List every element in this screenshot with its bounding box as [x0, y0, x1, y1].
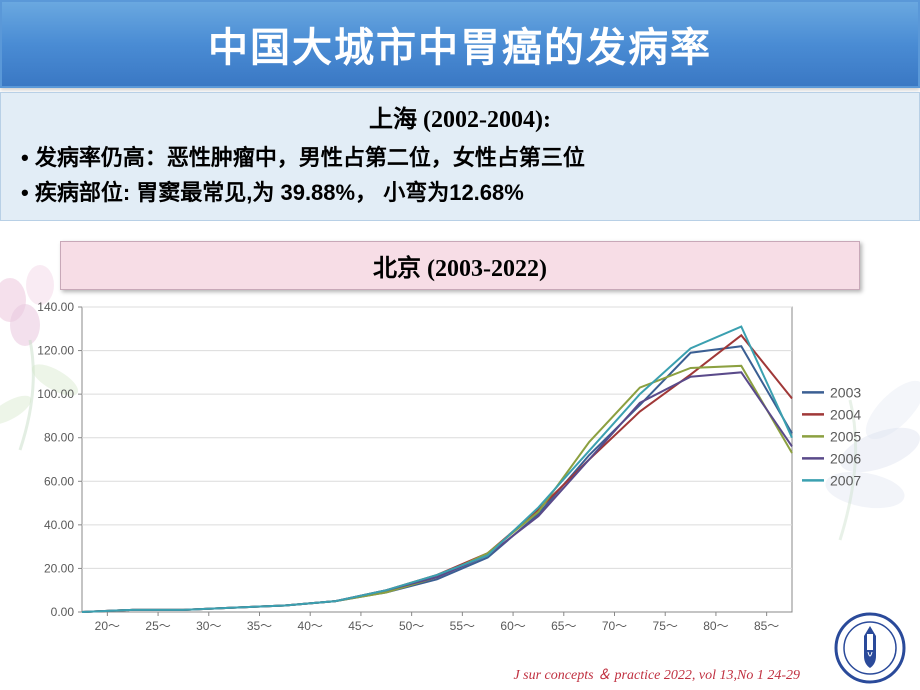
shanghai-bullet-1: • 发病率仍高：恶性肿瘤中，男性占第二位，女性占第三位: [15, 140, 905, 175]
svg-text:20.00: 20.00: [44, 561, 74, 575]
page-title: 中国大城市中胃癌的发病率: [208, 15, 712, 73]
svg-text:2006: 2006: [830, 450, 861, 466]
svg-text:80.00: 80.00: [44, 431, 74, 445]
svg-text:2003: 2003: [830, 384, 861, 400]
svg-text:75～: 75～: [653, 619, 678, 633]
svg-text:80～: 80～: [703, 619, 728, 633]
svg-text:2005: 2005: [830, 428, 861, 444]
incidence-chart: 0.00 20.00 40.00 60.00 80.00 100.00 120.00 140.…: [22, 295, 882, 640]
svg-text:100.00: 100.00: [37, 387, 74, 401]
shanghai-heading: 上海 (2002-2004):: [15, 99, 905, 134]
svg-text:20～: 20～: [95, 619, 120, 633]
university-logo-icon: [834, 612, 906, 684]
beijing-heading: 北京 (2003-2022): [60, 241, 860, 290]
line-chart-svg: 0.00 20.00 40.00 60.00 80.00 100.00 120.00 140.…: [22, 295, 882, 640]
svg-text:45～: 45～: [348, 619, 373, 633]
svg-text:35～: 35～: [247, 619, 272, 633]
citation-text: J sur concepts ＆ practice 2022, vol 13,N…: [513, 664, 800, 684]
svg-text:0.00: 0.00: [51, 605, 75, 619]
svg-text:25～: 25～: [145, 619, 170, 633]
svg-text:70～: 70～: [602, 619, 627, 633]
svg-text:60.00: 60.00: [44, 474, 74, 488]
svg-text:120.00: 120.00: [37, 344, 74, 358]
svg-text:40～: 40～: [298, 619, 323, 633]
svg-text:40.00: 40.00: [44, 518, 74, 532]
svg-text:60～: 60～: [500, 619, 525, 633]
svg-text:2004: 2004: [830, 406, 861, 422]
title-banner: 中国大城市中胃癌的发病率: [0, 0, 920, 88]
svg-text:30～: 30～: [196, 619, 221, 633]
shanghai-bullet-2: • 疾病部位: 胃窦最常见,为 39.88%， 小弯为12.68%: [15, 175, 905, 210]
shanghai-section: 上海 (2002-2004): • 发病率仍高：恶性肿瘤中，男性占第二位，女性占…: [0, 92, 920, 221]
svg-text:85～: 85～: [754, 619, 779, 633]
svg-text:65～: 65～: [551, 619, 576, 633]
svg-text:55～: 55～: [450, 619, 475, 633]
svg-text:140.00: 140.00: [37, 300, 74, 314]
svg-text:2007: 2007: [830, 472, 861, 488]
svg-text:50～: 50～: [399, 619, 424, 633]
